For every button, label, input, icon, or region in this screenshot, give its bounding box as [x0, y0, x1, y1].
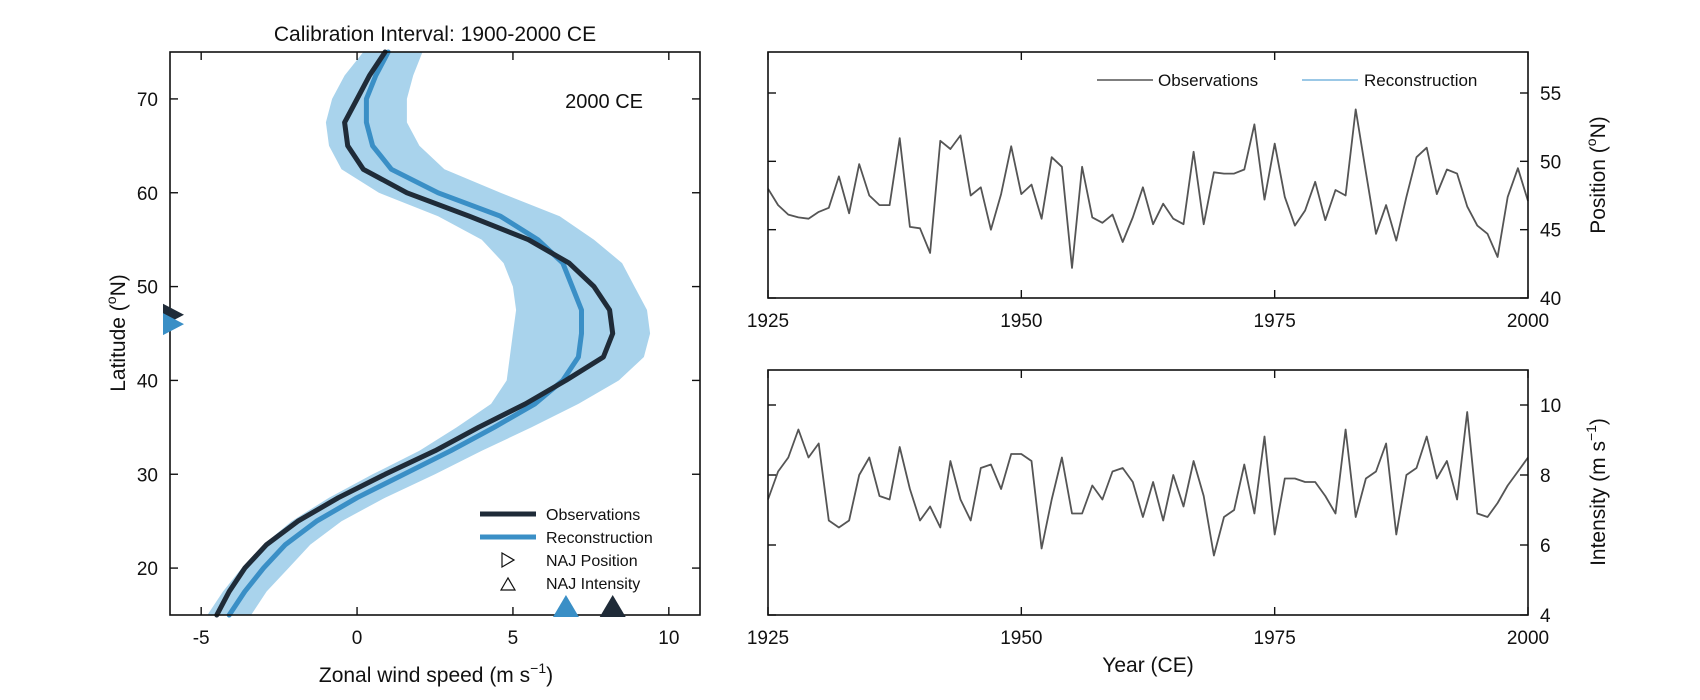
profile-y-axis-label-sup: o	[103, 296, 119, 304]
intensity-y-axis-label-end: )	[1587, 418, 1610, 425]
profile-x-ticks: -5 0 5 10	[193, 52, 679, 649]
intensity-x-tick-label: 2000	[1507, 628, 1549, 649]
profile-title: Calibration Interval: 1900-2000 CE	[274, 23, 596, 46]
legend-label-reconstruction: Reconstruction	[546, 530, 653, 547]
position-y-ticks: 40 45 50 55	[768, 84, 1561, 310]
intensity-y-axis-label-main: Intensity (m s	[1587, 441, 1610, 566]
profile-x-axis-label-sup: −1	[530, 660, 546, 676]
profile-legend: Observations Reconstruction NAJ Position…	[480, 507, 653, 593]
position-x-tick-label: 2000	[1507, 311, 1549, 332]
intensity-panel: 1925 1950 1975 2000 4 6 8 10 Year (CE) Intensi…	[747, 369, 1610, 677]
legend-label-position-reconstruction: Reconstruction	[1364, 71, 1477, 90]
profile-y-tick-label: 70	[137, 90, 158, 111]
intensity-series-group	[767, 411, 1529, 557]
profile-y-axis-label-main: Latitude (	[107, 304, 130, 392]
position-series-group	[767, 108, 1529, 269]
profile-y-tick-label: 40	[137, 371, 158, 392]
intensity-y-axis-label-sup: −1	[1583, 425, 1599, 441]
profile-x-axis-label-main: Zonal wind speed (m s	[319, 664, 530, 687]
profile-annotation: 2000 CE	[565, 91, 643, 113]
profile-y-tick-label: 60	[137, 184, 158, 205]
profile-x-axis-label-end: )	[546, 664, 553, 687]
intensity-x-tick-label: 1975	[1254, 628, 1296, 649]
intensity-y-tick-label: 10	[1540, 396, 1561, 417]
profile-y-tick-label: 50	[137, 278, 158, 299]
intensity-x-tick-label: 1950	[1000, 628, 1042, 649]
position-x-tick-label: 1950	[1000, 311, 1042, 332]
profile-x-tick-label: 5	[508, 628, 519, 649]
profile-x-axis-label: Zonal wind speed (m s−1)	[319, 660, 553, 687]
intensity-x-axis-label: Year (CE)	[1102, 654, 1193, 677]
position-plot-frame	[767, 51, 1529, 299]
observations-profile-line	[214, 49, 616, 618]
position-y-tick-label: 50	[1540, 152, 1561, 173]
intensity-y-tick-label: 4	[1540, 606, 1551, 627]
naj-intensity-marker-reconstruction	[552, 595, 579, 617]
legend-label-naj-intensity: NAJ Intensity	[546, 576, 640, 593]
profile-x-tick-label: 10	[658, 628, 679, 649]
profile-y-tick-label: 30	[137, 465, 158, 486]
profile-plot-frame	[169, 51, 701, 616]
naj-intensity-marker-observations	[599, 595, 626, 617]
intensity-y-ticks: 4 6 8 10	[768, 396, 1561, 627]
legend-label-naj-position: NAJ Position	[546, 553, 638, 570]
intensity-observations-line	[767, 411, 1529, 557]
legend-label-observations: Observations	[546, 507, 640, 524]
position-legend: Observations Reconstruction	[1097, 71, 1477, 90]
intensity-x-ticks: 1925 1950 1975 2000	[747, 370, 1549, 649]
profile-y-ticks: 20 30 40 50 60 70	[137, 90, 700, 580]
legend-swatch-naj-intensity	[499, 576, 517, 591]
position-y-axis-label-main: Position (	[1587, 146, 1610, 234]
position-y-axis-label: Position (oN)	[1583, 116, 1610, 234]
position-x-ticks: 1925 1950 1975 2000	[747, 52, 1549, 332]
legend-label-position-observations: Observations	[1158, 71, 1258, 90]
profile-y-axis-label-end: N)	[107, 274, 130, 296]
intensity-y-tick-label: 8	[1540, 466, 1551, 487]
intensity-y-tick-label: 6	[1540, 536, 1551, 557]
naj-position-marker-reconstruction	[163, 313, 184, 336]
position-y-tick-label: 45	[1540, 221, 1561, 242]
position-y-axis-label-sup: o	[1583, 138, 1599, 146]
profile-panel: Calibration Interval: 1900-2000 CE -5 0 5 1…	[103, 23, 701, 687]
profile-lines-group	[214, 49, 616, 618]
profile-x-tick-label: -5	[193, 628, 210, 649]
position-observations-line	[767, 108, 1529, 269]
position-y-tick-label: 40	[1540, 289, 1561, 310]
position-y-axis-label-end: N)	[1587, 116, 1610, 138]
profile-x-tick-label: 0	[352, 628, 363, 649]
naj-markers	[163, 303, 626, 617]
intensity-x-tick-label: 1925	[747, 628, 789, 649]
legend-swatch-naj-position	[501, 551, 516, 569]
profile-y-axis-label: Latitude (oN)	[103, 274, 130, 392]
intensity-plot-frame	[767, 369, 1529, 616]
position-x-tick-label: 1975	[1254, 311, 1296, 332]
position-y-tick-label: 55	[1540, 84, 1561, 105]
intensity-y-axis-label: Intensity (m s−1)	[1583, 418, 1610, 566]
reconstruction-profile-line	[226, 49, 584, 618]
position-x-tick-label: 1925	[747, 311, 789, 332]
profile-y-tick-label: 20	[137, 559, 158, 580]
